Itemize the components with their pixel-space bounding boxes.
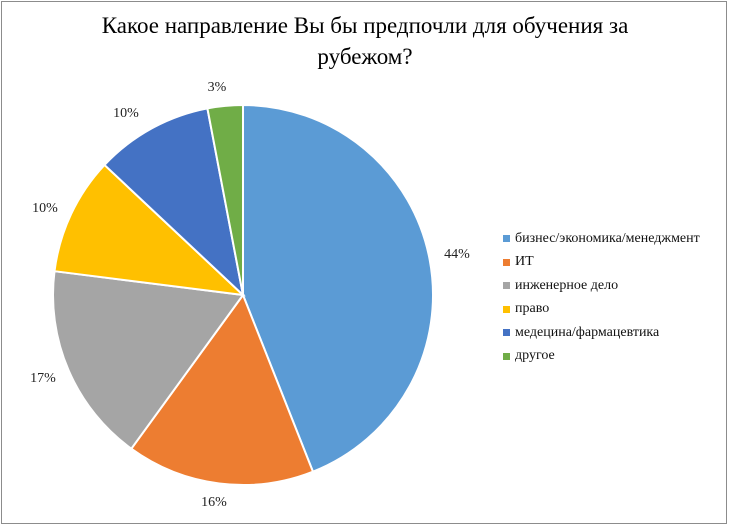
data-label-3: 17%	[30, 371, 56, 386]
pie-slice-6	[206, 103, 244, 296]
legend-label: инженерное дело	[515, 277, 619, 293]
pie-slice-2	[129, 292, 315, 486]
pie-data-labels: 44% 16% 17% 10% 10% 3%	[30, 80, 470, 510]
data-label-1: 44%	[444, 247, 470, 262]
legend-swatch	[503, 282, 510, 290]
legend-swatch	[503, 329, 510, 337]
legend-label: бизнес/экономика/менеджмент	[515, 230, 700, 246]
legend-item-4: право	[503, 298, 700, 322]
legend-swatch	[503, 235, 510, 243]
data-label-6: 3%	[208, 80, 227, 95]
data-label-4: 10%	[32, 201, 58, 216]
legend-label: ИТ	[515, 254, 534, 270]
legend-label: другое	[515, 348, 555, 364]
chart-title-line-1: Какое направление Вы бы предпочли для об…	[101, 13, 629, 38]
legend-swatch	[503, 258, 510, 266]
legend-item-2: ИТ	[503, 251, 700, 275]
pie-slice-3	[52, 270, 245, 451]
legend-swatch	[503, 305, 510, 313]
legend-item-5: медецина/фармацевтика	[503, 321, 700, 345]
legend-label: медецина/фармацевтика	[515, 324, 660, 340]
legend-label: право	[515, 301, 550, 317]
legend-item-1: бизнес/экономика/менеджмент	[503, 227, 700, 251]
pie-slices	[52, 103, 434, 486]
chart-title-line-2: рубежом?	[317, 44, 413, 69]
pie-slice-4	[53, 163, 246, 297]
data-label-2: 16%	[201, 495, 227, 510]
data-label-5: 10%	[113, 106, 139, 121]
pie-slice-1	[242, 103, 434, 473]
legend-item-6: другое	[503, 345, 700, 369]
pie-slice-5	[103, 107, 245, 298]
chart-title: Какое направление Вы бы предпочли для об…	[0, 10, 730, 72]
legend-swatch	[503, 352, 510, 360]
chart-legend: бизнес/экономика/менеджмент ИТ инженерное …	[503, 227, 700, 368]
legend-item-3: инженерное дело	[503, 274, 700, 298]
